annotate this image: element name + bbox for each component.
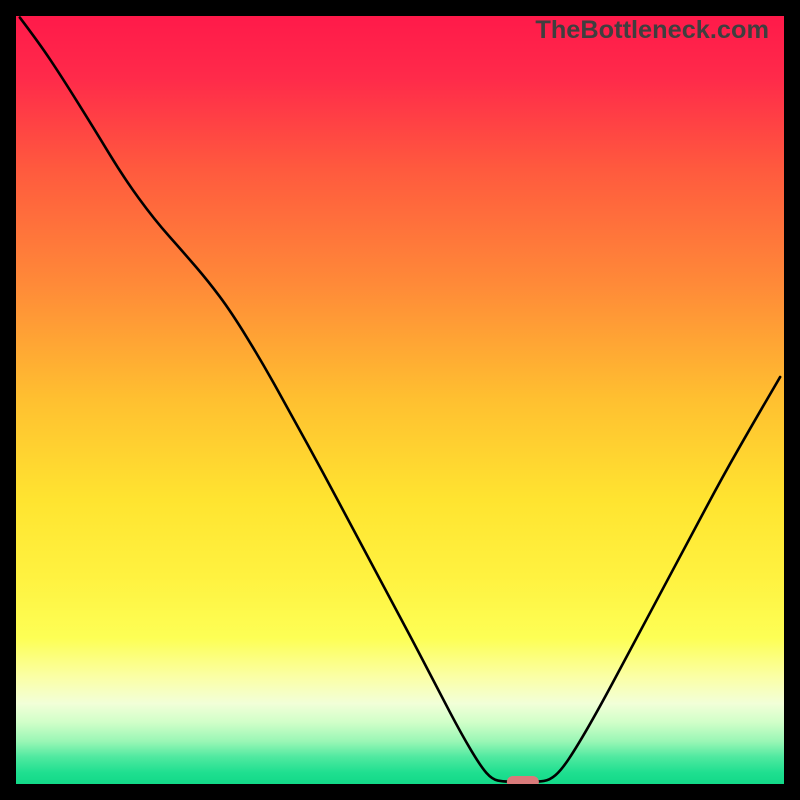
watermark-text: TheBottleneck.com	[535, 16, 769, 45]
bottleneck-curve	[16, 16, 784, 784]
curve-path	[20, 18, 780, 782]
optimum-marker	[507, 776, 539, 784]
plot-area: TheBottleneck.com	[16, 16, 784, 784]
